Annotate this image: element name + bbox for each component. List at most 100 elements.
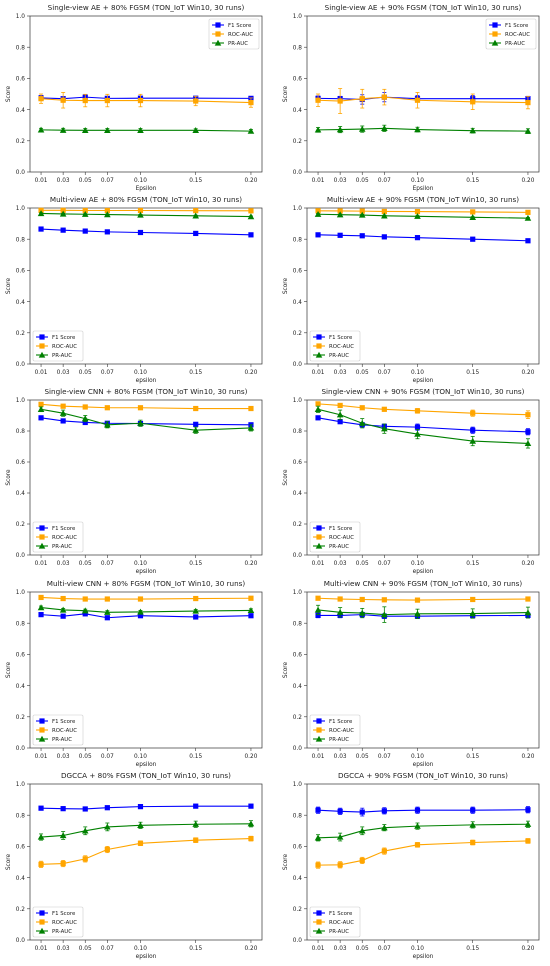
y-tick-label: 0.0 (16, 362, 26, 368)
x-tick-label: 0.03 (334, 561, 347, 567)
y-tick-label: 0.2 (293, 139, 303, 145)
data-point (525, 596, 530, 601)
legend-label: F1 Score (228, 23, 252, 29)
series-roc-auc (38, 402, 253, 411)
x-tick-label: 0.03 (334, 370, 347, 376)
data-point (38, 806, 43, 811)
x-tick-label: 0.15 (189, 178, 202, 184)
y-tick-label: 0.8 (293, 621, 303, 627)
data-point (61, 806, 66, 811)
legend-marker (316, 727, 321, 732)
chart-title: Single-view AE + 90% FGSM (TON_IoT Win10… (325, 3, 522, 12)
chart-title: Multi-view AE + 80% FGSM (TON_IoT Win10,… (50, 195, 242, 204)
series-f1-score (38, 415, 253, 427)
legend-marker (492, 31, 497, 36)
legend-marker (316, 718, 321, 723)
x-axis-label: epsilon (413, 762, 434, 768)
y-tick-label: 0.8 (293, 429, 303, 435)
y-tick-label: 0.6 (16, 460, 26, 466)
series-line (41, 597, 251, 599)
legend-label: PR-AUC (505, 41, 525, 47)
data-point (360, 809, 365, 814)
data-point (248, 232, 253, 237)
x-tick-label: 0.20 (521, 561, 534, 567)
chart-panel-5: Single-view CNN + 80% FGSM (TON_IoT Win1… (6, 387, 262, 575)
y-axis-label: Score (283, 853, 289, 870)
legend-marker (39, 718, 44, 723)
series-f1-score (315, 807, 530, 816)
y-tick-label: 0.6 (16, 845, 26, 851)
x-tick-label: 0.01 (35, 754, 48, 760)
y-tick-label: 1.0 (293, 14, 303, 20)
data-point (61, 861, 66, 866)
legend-label: ROC-AUC (505, 32, 530, 38)
y-axis-label: Score (283, 661, 289, 678)
y-tick-label: 1.0 (16, 206, 26, 212)
x-tick-label: 0.03 (57, 946, 70, 952)
legend-marker (215, 31, 220, 36)
chart-panel-8: Multi-view CNN + 90% FGSM (TON_IoT Win10… (283, 579, 539, 768)
legend-label: F1 Score (52, 335, 76, 341)
x-tick-label: 0.03 (57, 754, 70, 760)
legend-marker (316, 334, 321, 339)
legend-label: F1 Score (329, 719, 353, 725)
legend-label: PR-AUC (329, 929, 349, 935)
y-tick-label: 0.4 (293, 108, 303, 114)
legend-label: ROC-AUC (52, 344, 77, 350)
data-point (360, 96, 365, 101)
y-tick-label: 0.0 (293, 746, 303, 752)
data-point (138, 405, 143, 410)
series-roc-auc (315, 208, 530, 215)
series-pr-auc (315, 605, 532, 622)
x-tick-label: 0.20 (244, 946, 257, 952)
chart-panel-7: Multi-view CNN + 80% FGSM (TON_IoT Win10… (6, 579, 262, 768)
data-point (470, 597, 475, 602)
chart-panel-2: Single-view AE + 90% FGSM (TON_IoT Win10… (283, 3, 539, 192)
data-point (193, 208, 198, 213)
x-tick-label: 0.03 (57, 561, 70, 567)
y-tick-label: 0.0 (16, 938, 26, 944)
y-tick-label: 0.2 (293, 907, 303, 913)
data-point (248, 596, 253, 601)
x-tick-label: 0.01 (35, 178, 48, 184)
y-tick-label: 0.8 (16, 429, 26, 435)
data-point (415, 808, 420, 813)
series-line (318, 810, 528, 812)
y-tick-label: 0.4 (16, 300, 26, 306)
series-line (41, 409, 251, 430)
series-line (41, 213, 251, 216)
data-point (105, 615, 110, 620)
data-point (193, 98, 198, 103)
series-line (318, 409, 528, 443)
x-tick-label: 0.10 (134, 754, 147, 760)
data-point (105, 805, 110, 810)
y-tick-label: 0.4 (293, 876, 303, 882)
data-point (315, 98, 320, 103)
data-point (525, 210, 530, 215)
y-tick-label: 1.0 (16, 398, 26, 404)
y-tick-label: 1.0 (293, 782, 303, 788)
x-tick-label: 0.07 (378, 754, 391, 760)
legend-marker (39, 910, 44, 915)
series-roc-auc (315, 596, 530, 603)
data-point (338, 98, 343, 103)
data-point (315, 232, 320, 237)
y-axis-label: Score (6, 853, 12, 870)
data-point (193, 804, 198, 809)
data-point (248, 208, 253, 213)
series-line (318, 211, 528, 213)
legend-label: F1 Score (52, 719, 76, 725)
x-tick-label: 0.10 (411, 561, 424, 567)
data-point (61, 228, 66, 233)
data-point (38, 595, 43, 600)
x-tick-label: 0.15 (466, 561, 479, 567)
x-tick-label: 0.05 (79, 561, 92, 567)
series-pr-auc (315, 821, 532, 841)
series-line (41, 130, 251, 131)
data-point (248, 836, 253, 841)
x-tick-label: 0.15 (466, 178, 479, 184)
